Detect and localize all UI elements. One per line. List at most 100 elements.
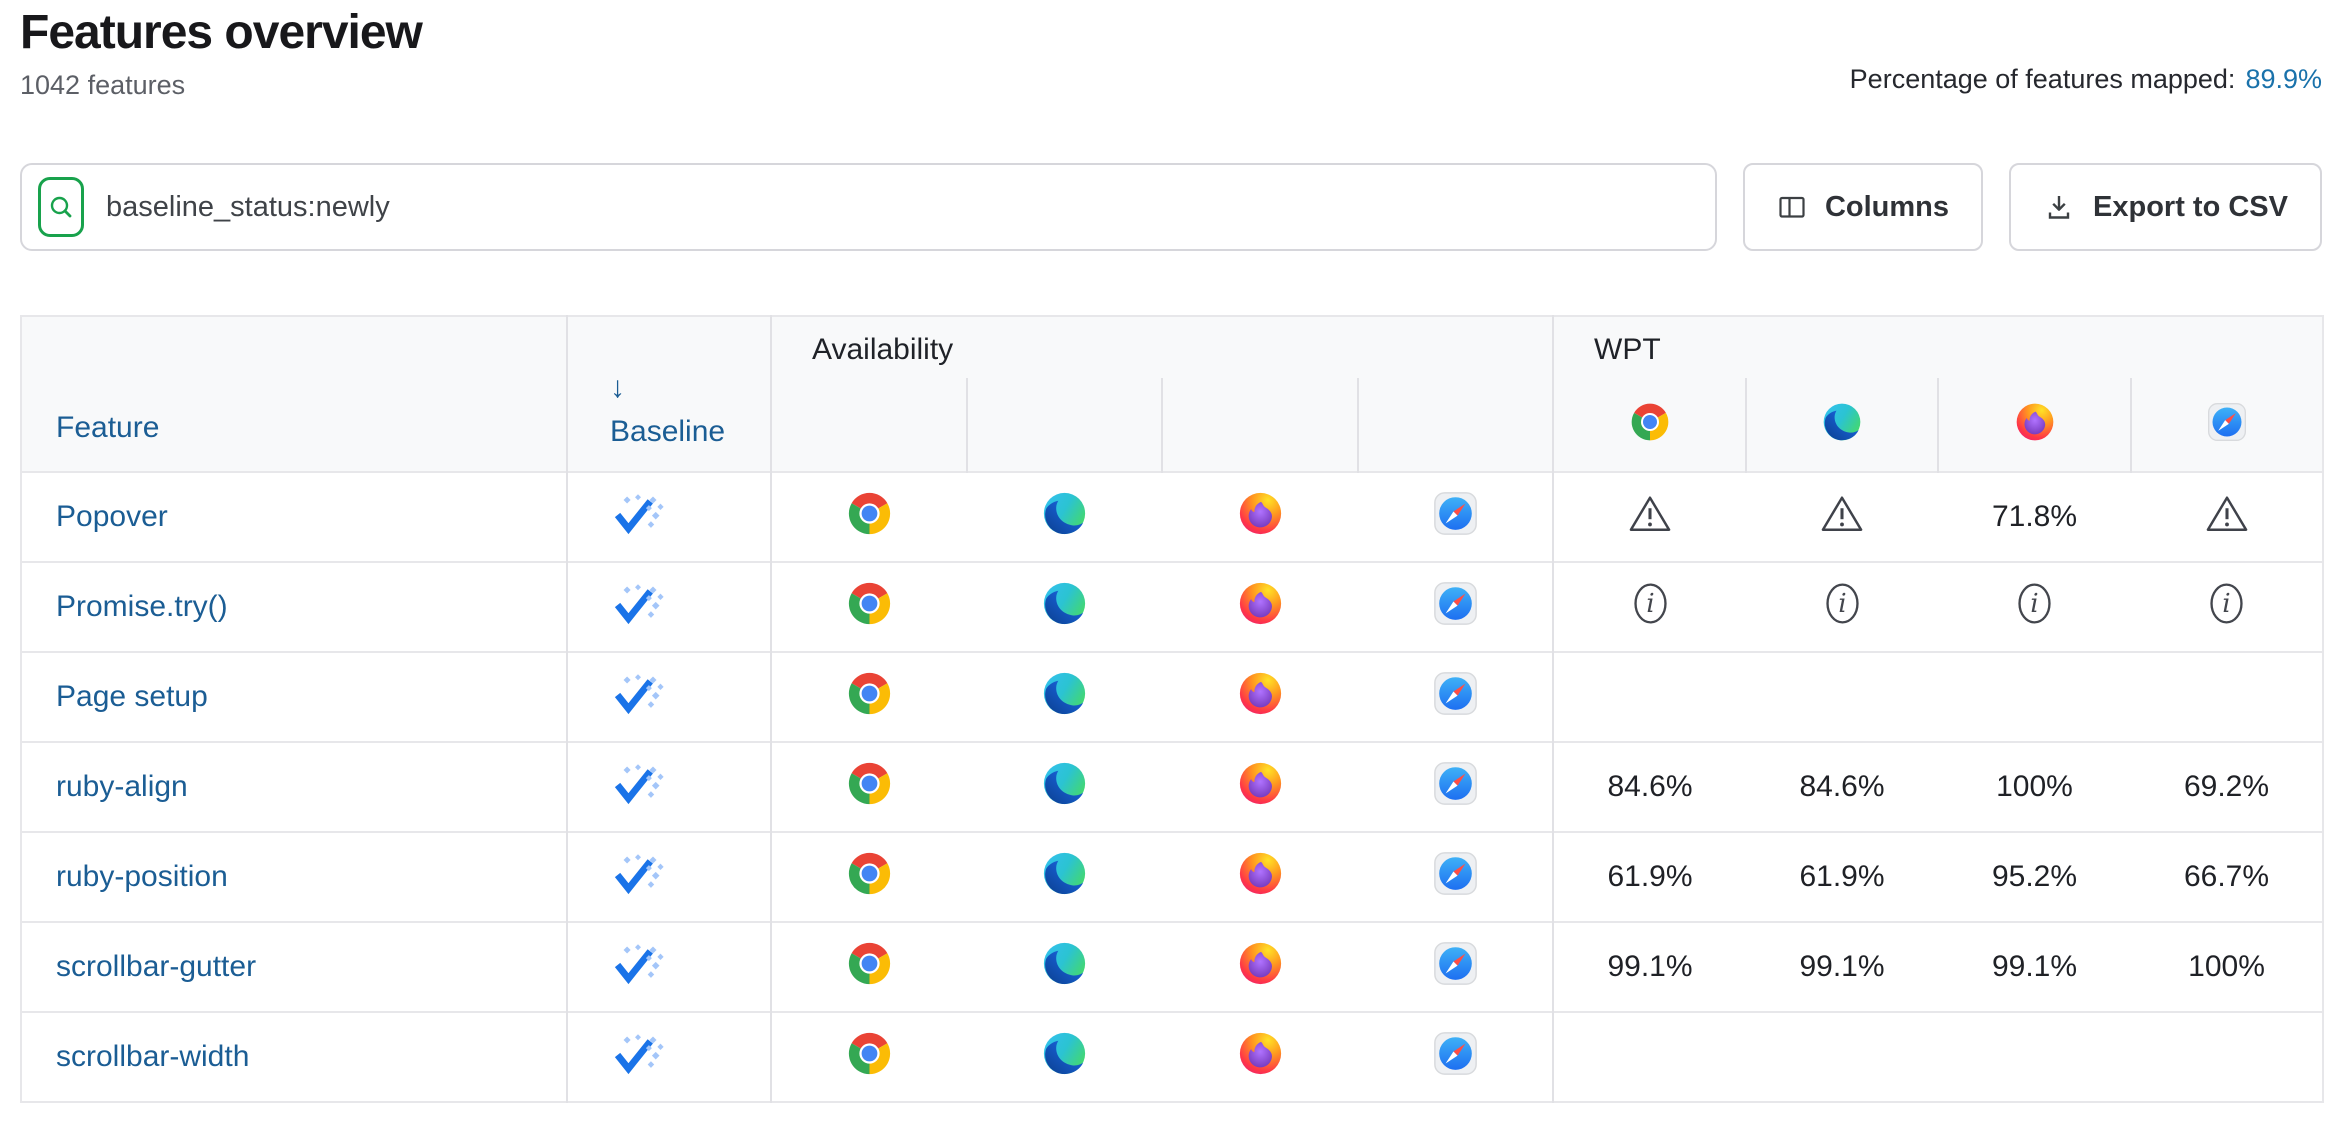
columns-icon <box>1779 196 1805 218</box>
feature-link[interactable]: Page setup <box>56 680 208 713</box>
wpt-score: 95.2% <box>1991 860 2078 893</box>
export-csv-button[interactable]: Export to CSV <box>2009 163 2322 251</box>
baseline-status-cell <box>566 651 771 742</box>
wpt-cell-safari: 66.7% <box>2131 831 2324 922</box>
subheader-availability-firefox <box>1161 378 1358 472</box>
table-row: ruby-align <box>21 741 2324 832</box>
wpt-cell-edge: 84.6% <box>1746 741 1938 832</box>
wpt-score: 66.7% <box>2183 860 2270 893</box>
feature-link[interactable]: scrollbar-gutter <box>56 950 257 983</box>
mapped-percentage-label: Percentage of features mapped: <box>1849 64 2236 94</box>
availability-cell-safari <box>1358 561 1553 652</box>
availability-cell-firefox <box>1162 741 1358 832</box>
wpt-score: 84.6% <box>1799 770 1885 803</box>
feature-cell: Page setup <box>21 651 567 742</box>
table-row: ruby-position <box>21 831 2324 922</box>
safari-icon <box>1433 761 1477 805</box>
baseline-newly-icon <box>614 943 664 984</box>
baseline-newly-icon <box>614 763 664 804</box>
availability-cell-chrome <box>770 651 967 742</box>
export-csv-button-label: Export to CSV <box>2093 190 2288 223</box>
feature-link[interactable]: ruby-align <box>56 770 188 803</box>
chrome-icon <box>848 852 891 894</box>
availability-cell-edge <box>967 741 1162 832</box>
sort-descending-arrow-icon: ↓ <box>610 371 625 404</box>
wpt-cell-safari <box>2131 651 2324 742</box>
subheader-availability-chrome <box>770 378 967 472</box>
warning-icon <box>1821 496 1863 531</box>
svg-text:i: i <box>1838 588 1846 618</box>
baseline-status-cell <box>566 921 771 1012</box>
wpt-cell-edge <box>1746 1011 1938 1102</box>
feature-link[interactable]: Popover <box>56 500 168 533</box>
column-group-wpt: WPT <box>1551 316 2324 378</box>
subheader-availability-safari <box>1357 378 1553 472</box>
wpt-cell-safari <box>2131 1011 2324 1102</box>
feature-cell: scrollbar-gutter <box>21 921 567 1012</box>
wpt-score: 99.1% <box>1799 950 1885 983</box>
svg-text:i: i <box>1646 588 1654 618</box>
column-header-baseline[interactable]: ↓ Baseline <box>566 316 771 472</box>
availability-cell-edge <box>967 1011 1162 1102</box>
safari-icon <box>1433 941 1477 985</box>
wpt-cell-firefox <box>1938 1011 2131 1102</box>
wpt-cell-firefox <box>1938 651 2131 742</box>
edge-icon <box>1043 582 1086 624</box>
edge-icon <box>1043 1032 1086 1074</box>
warning-icon <box>1629 496 1671 531</box>
table-header-group-row: Feature ↓ Baseline Availability WPT <box>21 316 2324 472</box>
feature-link[interactable]: ruby-position <box>56 860 228 893</box>
table-row: Page setup <box>21 651 2324 742</box>
firefox-icon <box>1239 582 1281 624</box>
wpt-score: 100% <box>2188 950 2265 983</box>
chrome-icon <box>848 582 891 624</box>
download-icon <box>2048 196 2070 219</box>
feature-cell: scrollbar-width <box>21 1011 567 1102</box>
wpt-cell-firefox: i <box>1938 561 2131 652</box>
wpt-score: 61.9% <box>1799 860 1885 893</box>
subheader-wpt-safari <box>2129 378 2324 472</box>
baseline-newly-icon <box>614 583 664 624</box>
baseline-newly-icon <box>614 493 664 534</box>
wpt-cell-chrome <box>1552 651 1746 742</box>
edge-icon <box>1043 492 1086 534</box>
table-body: Popover <box>21 471 2324 1102</box>
columns-button-label: Columns <box>1824 190 1950 223</box>
availability-cell-edge <box>967 561 1162 652</box>
column-header-feature[interactable]: Feature <box>21 316 567 472</box>
columns-button[interactable]: Columns <box>1742 163 1984 251</box>
wpt-cell-edge <box>1746 471 1938 562</box>
availability-cell-safari <box>1358 651 1553 742</box>
baseline-status-cell <box>566 561 771 652</box>
feature-count: 1042 features <box>20 70 186 100</box>
feature-cell: Promise.try() <box>21 561 567 652</box>
subheader-availability-edge <box>966 378 1162 472</box>
availability-cell-edge <box>967 831 1162 922</box>
mapped-percentage-line: Percentage of features mapped: 89.9% <box>1850 64 2322 95</box>
safari-icon <box>1433 1031 1477 1075</box>
wpt-cell-chrome: 84.6% <box>1552 741 1746 832</box>
wpt-score: 71.8% <box>1991 500 2078 533</box>
wpt-cell-chrome: 99.1% <box>1552 921 1746 1012</box>
availability-cell-firefox <box>1162 1011 1358 1102</box>
availability-cell-firefox <box>1162 651 1358 742</box>
search-chip <box>38 177 84 237</box>
feature-link[interactable]: scrollbar-width <box>56 1040 250 1073</box>
edge-icon <box>1043 942 1086 984</box>
table-row: Promise.try() <box>21 561 2324 652</box>
table-row: scrollbar-gutter <box>21 921 2324 1012</box>
availability-cell-chrome <box>770 1011 967 1102</box>
chrome-icon <box>848 672 891 714</box>
search-input[interactable]: baseline_status:newly <box>20 163 1717 251</box>
firefox-icon <box>2016 403 2053 441</box>
wpt-cell-chrome: 61.9% <box>1552 831 1746 922</box>
feature-link[interactable]: Promise.try() <box>56 590 228 623</box>
safari-icon <box>2208 403 2247 441</box>
availability-cell-chrome <box>770 741 967 832</box>
wpt-cell-safari: 69.2% <box>2131 741 2324 832</box>
availability-cell-chrome <box>770 561 967 652</box>
mapped-percentage-link[interactable]: 89.9% <box>2245 64 2322 94</box>
wpt-cell-safari <box>2131 471 2324 562</box>
column-group-availability: Availability <box>770 316 1553 378</box>
features-table: Feature ↓ Baseline Availability WPT <box>20 315 2325 1103</box>
